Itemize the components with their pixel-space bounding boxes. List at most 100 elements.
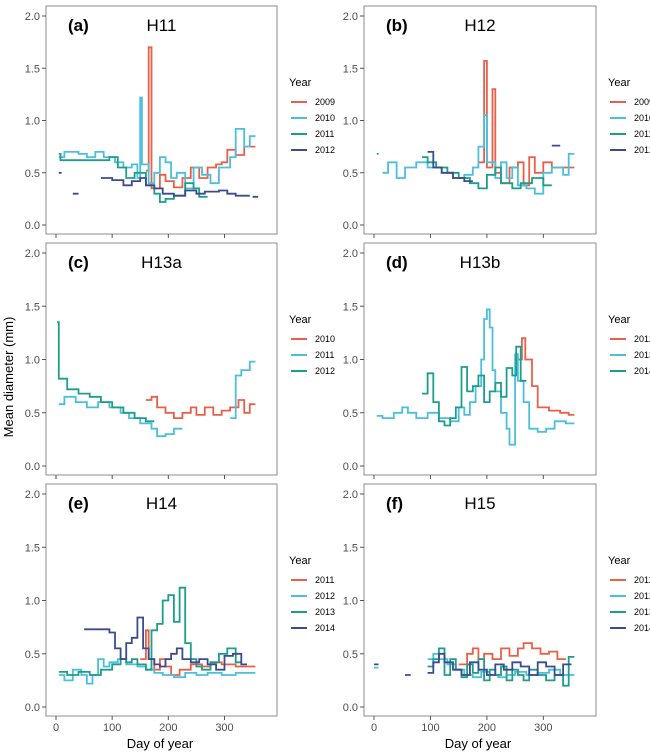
- x-tick-label: 300: [215, 722, 233, 734]
- panel-title: H11: [147, 16, 177, 35]
- panel-title: H15: [464, 494, 495, 513]
- legend-label-2014: 2014: [634, 366, 650, 376]
- y-tick-label: 1.0: [25, 596, 40, 608]
- y-tick-label: 2.0: [343, 248, 358, 260]
- y-tick-label: 0.5: [343, 649, 358, 661]
- y-tick-label: 1.0: [343, 596, 358, 608]
- panel-frame: [45, 483, 278, 717]
- y-tick-label: 0.5: [25, 168, 40, 180]
- y-tick-label: 1.5: [25, 63, 40, 75]
- y-tick-label: 1.5: [343, 301, 358, 313]
- legend-label-2012: 2012: [315, 366, 335, 376]
- series-line-2012: [427, 144, 561, 182]
- series-line-2012: [58, 658, 256, 685]
- y-tick-label: 1.0: [343, 355, 358, 367]
- y-tick-label: 1.0: [343, 116, 358, 128]
- legend-label-2012: 2012: [315, 591, 335, 601]
- panel-tag: (f): [386, 494, 403, 513]
- legend-title: Year: [608, 314, 631, 326]
- x-axis-label-right: Day of year: [445, 736, 512, 751]
- legend-label-2010: 2010: [315, 334, 335, 344]
- panel-tag: (b): [386, 16, 408, 35]
- y-tick-label: 0.5: [25, 649, 40, 661]
- series-line-2014: [374, 652, 572, 676]
- series-line-2010: [145, 395, 256, 419]
- y-tick-label: 1.5: [25, 301, 40, 313]
- panel-title: H12: [464, 16, 495, 35]
- x-tick-label: 100: [421, 722, 439, 734]
- legend-label-2013: 2013: [634, 350, 650, 360]
- panel-title: H13b: [460, 253, 501, 272]
- legend-title: Year: [289, 555, 312, 567]
- series-line-2012: [57, 321, 155, 423]
- series-line-2011: [458, 642, 566, 666]
- y-tick-label: 0.0: [343, 702, 358, 714]
- x-tick-label: 200: [478, 722, 496, 734]
- panel-title: H14: [146, 494, 177, 513]
- legend-label-2014: 2014: [634, 623, 650, 633]
- y-tick-label: 2.0: [25, 248, 40, 260]
- legend-label-2009: 2009: [634, 97, 650, 107]
- y-tick-label: 0.5: [343, 408, 358, 420]
- legend-label-2011: 2011: [634, 129, 650, 139]
- legend-label-2010: 2010: [315, 113, 335, 123]
- legend-title: Year: [289, 77, 312, 89]
- panel-tag: (e): [68, 494, 89, 513]
- legend-label-2012: 2012: [634, 145, 650, 155]
- x-tick-label: 0: [53, 722, 59, 734]
- legend-title: Year: [608, 77, 631, 89]
- panel-frame: [363, 5, 597, 235]
- legend-label-2012: 2012: [634, 334, 650, 344]
- y-tick-label: 2.0: [25, 11, 40, 23]
- legend-label-2011: 2011: [634, 575, 650, 585]
- series-line-2012: [517, 337, 575, 416]
- y-tick-label: 2.0: [343, 11, 358, 23]
- series-line-2011: [58, 153, 208, 203]
- x-tick-label: 200: [159, 722, 177, 734]
- y-tick-label: 2.0: [343, 489, 358, 501]
- legend-title: Year: [608, 555, 631, 567]
- legend-label-2010: 2010: [634, 113, 650, 123]
- y-tick-label: 1.5: [343, 63, 358, 75]
- series-line-2010: [382, 114, 575, 195]
- panel-frame: [45, 5, 278, 235]
- legend-label-2013: 2013: [634, 607, 650, 617]
- panel-frame: [45, 242, 278, 476]
- y-tick-label: 1.5: [343, 542, 358, 554]
- panel-tag: (a): [68, 16, 89, 35]
- legend-label-2011: 2011: [315, 575, 334, 585]
- legend-label-2011: 2011: [315, 350, 334, 360]
- y-tick-label: 0.0: [25, 220, 40, 232]
- panel-tag: (d): [386, 253, 408, 272]
- y-tick-label: 1.0: [25, 116, 40, 128]
- panel-frame: [363, 483, 597, 717]
- y-tick-label: 0.0: [343, 461, 358, 473]
- y-tick-label: 0.5: [25, 408, 40, 420]
- y-tick-label: 0.0: [25, 461, 40, 473]
- y-tick-label: 0.0: [25, 702, 40, 714]
- legend-label-2011: 2011: [315, 129, 334, 139]
- y-tick-label: 0.5: [343, 168, 358, 180]
- series-line-2010: [58, 96, 256, 190]
- series-line-2013: [376, 308, 575, 446]
- series-line-2014: [422, 345, 527, 427]
- series-line-2014: [84, 616, 247, 671]
- x-axis-label-left: Day of year: [127, 736, 194, 751]
- legend-title: Year: [289, 314, 312, 326]
- x-tick-label: 100: [103, 722, 121, 734]
- series-line-2013: [58, 586, 242, 676]
- legend-label-2012: 2012: [315, 145, 335, 155]
- panel-tag: (c): [68, 253, 89, 272]
- x-tick-label: 0: [371, 722, 377, 734]
- y-tick-label: 0.0: [343, 220, 358, 232]
- x-tick-label: 300: [534, 722, 552, 734]
- legend-label-2014: 2014: [315, 623, 335, 633]
- legend-label-2009: 2009: [315, 97, 335, 107]
